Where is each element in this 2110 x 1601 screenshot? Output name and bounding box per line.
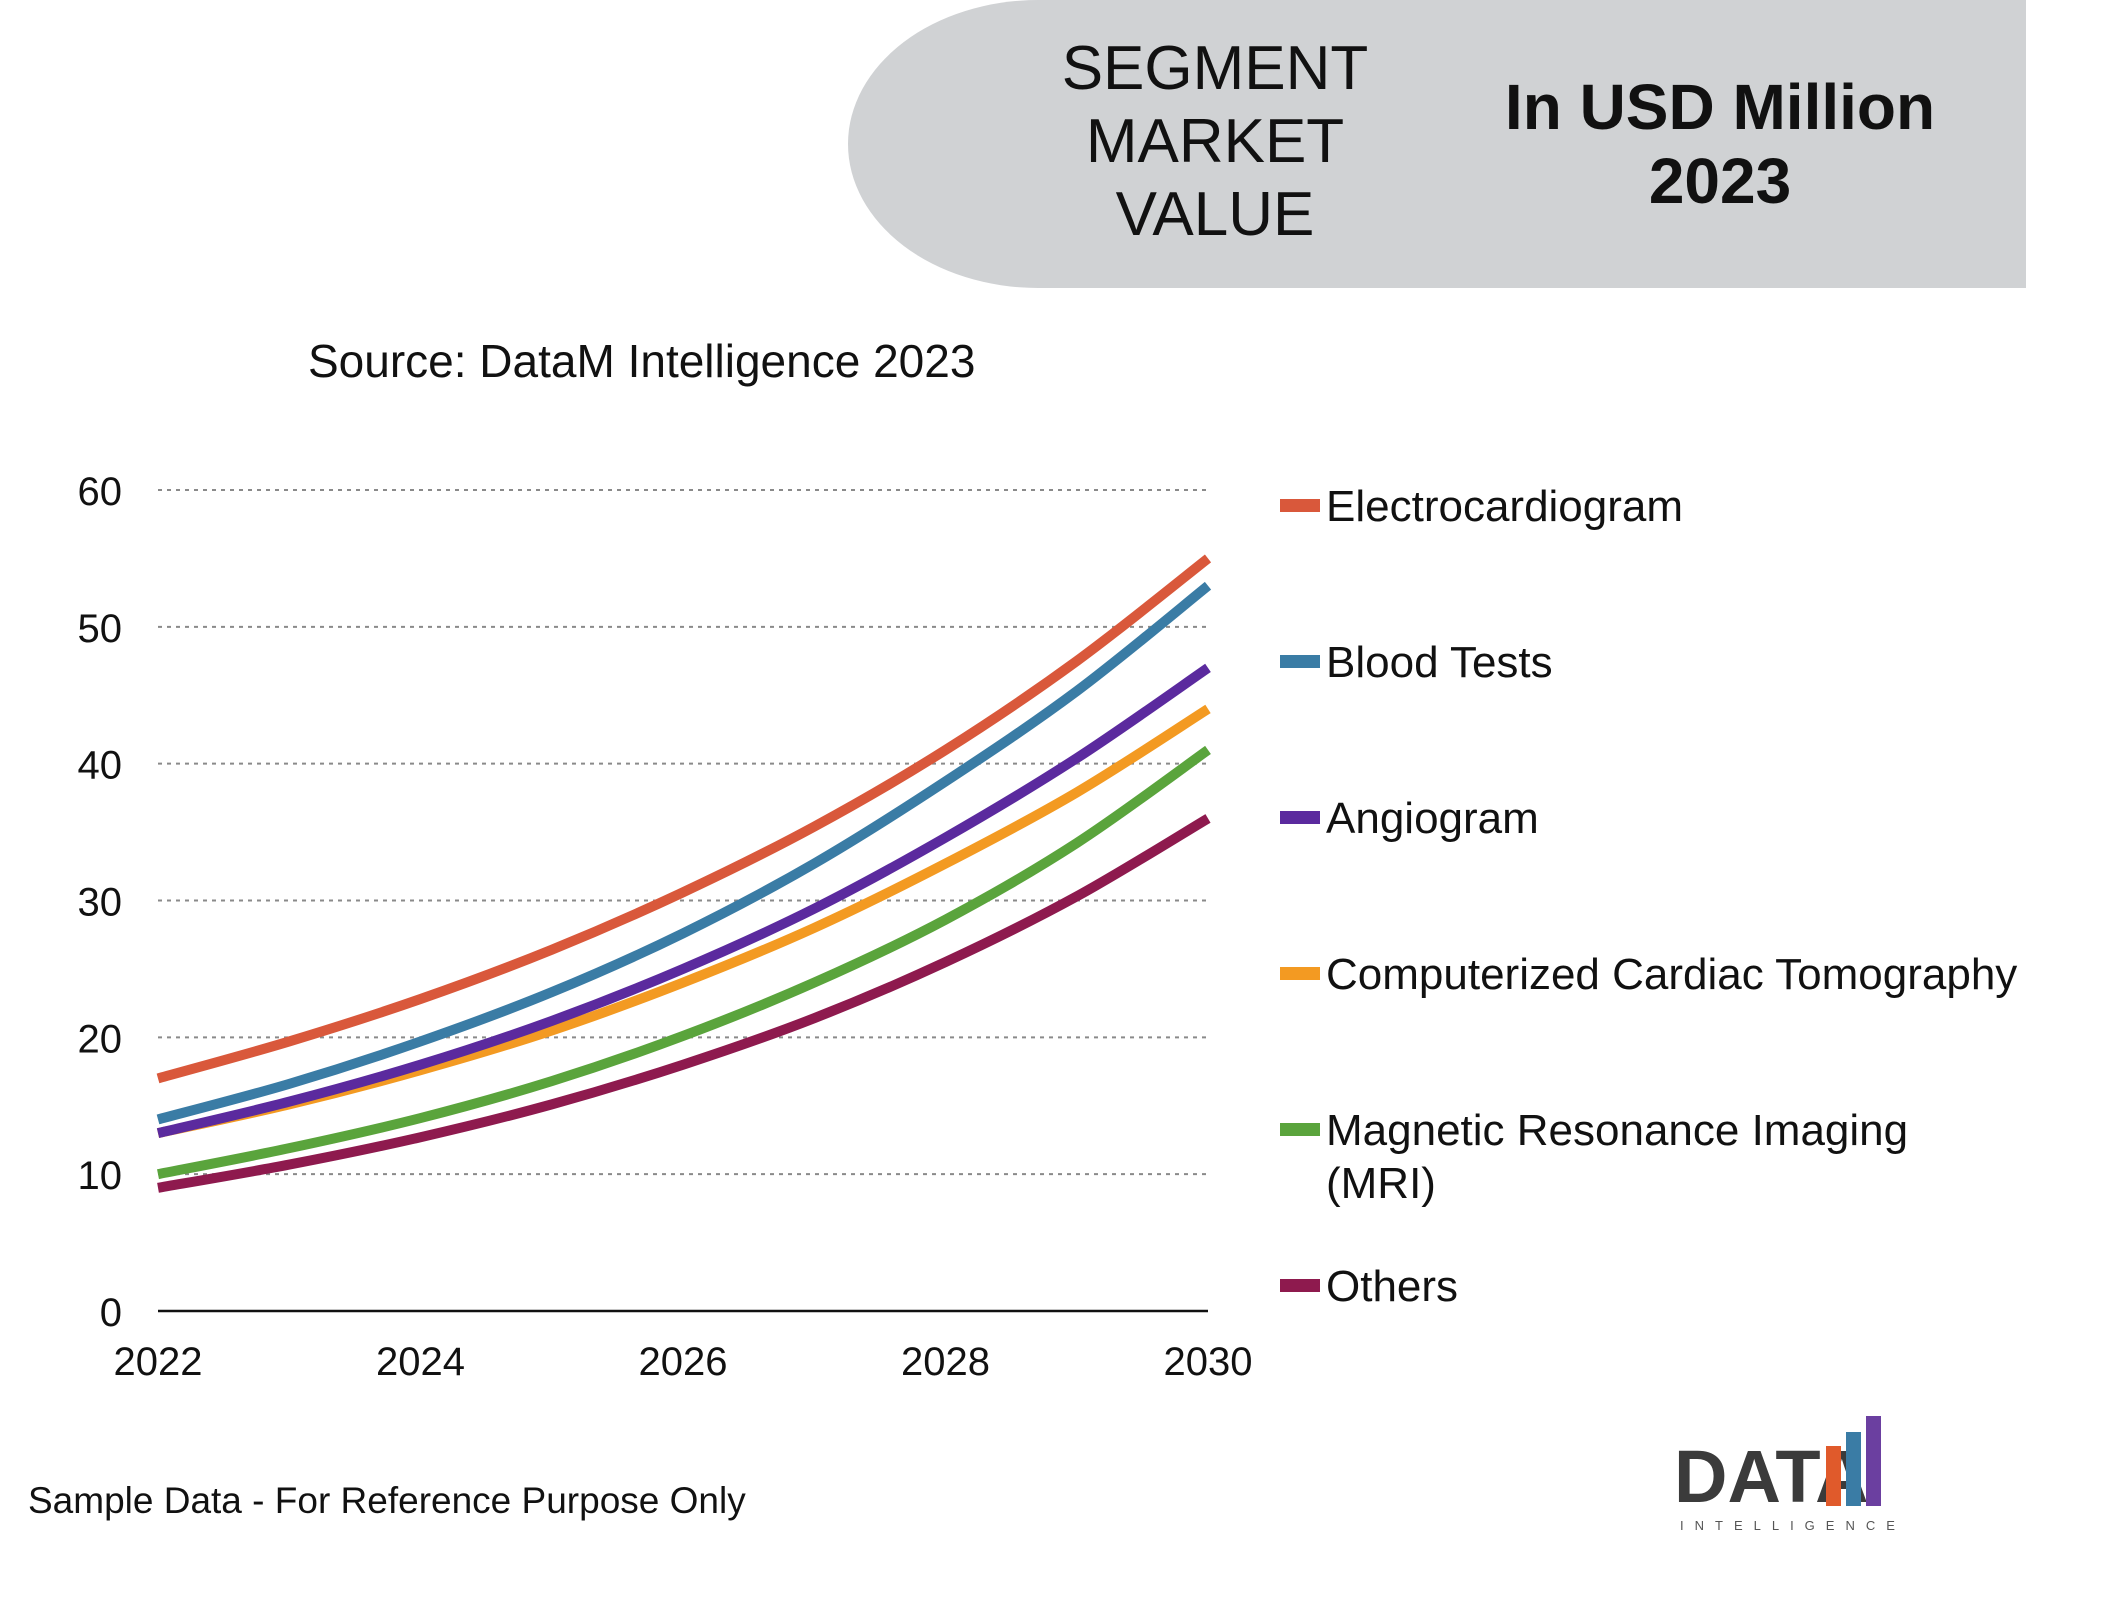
y-tick-label: 10 (78, 1154, 123, 1198)
series-line-magnetic-resonance-imaging-mri (157, 745, 1211, 1180)
y-tick-label: 50 (78, 607, 123, 651)
series-line-others (157, 814, 1211, 1193)
logo-bar (1846, 1432, 1861, 1506)
y-tick-label: 30 (78, 881, 123, 925)
x-tick-label: 2028 (901, 1340, 990, 1384)
legend-label: Magnetic Resonance Imaging (MRI) (1326, 1106, 1908, 1208)
legend-swatch (1280, 499, 1320, 512)
unit-label: In USD Million (1504, 71, 1936, 143)
gridlines (158, 489, 1208, 1176)
series-lines (156, 554, 1212, 1193)
y-tick-label: 60 (78, 470, 123, 514)
x-tick-label: 2026 (639, 1340, 728, 1384)
legend-swatch (1280, 1279, 1320, 1292)
legend-item: Electrocardiogram (1280, 482, 1683, 531)
legend-label: Electrocardiogram (1326, 482, 1683, 531)
series-line-electrocardiogram (156, 554, 1212, 1084)
legend-item: Others (1280, 1262, 1458, 1311)
disclaimer-note: Sample Data - For Reference Purpose Only (28, 1480, 746, 1521)
legend: Electrocardiogram Blood Tests Angiogram Com… (1280, 482, 2017, 1311)
x-tick-label: 2030 (1164, 1340, 1253, 1384)
x-tick-label: 2022 (114, 1340, 203, 1384)
unit-block: In USD Million 2023 (1440, 70, 2000, 218)
legend-label: Blood Tests (1326, 638, 1553, 687)
legend-swatch (1280, 967, 1320, 980)
legend-item: Computerized Cardiac Tomography (1280, 950, 2017, 999)
source-label: Source: DataM Intelligence 2023 (308, 335, 976, 387)
logo-bar (1866, 1416, 1881, 1506)
segment-title: SEGMENT MARKET VALUE (1061, 34, 1369, 249)
legend-swatch (1280, 655, 1320, 668)
logo-bar (1826, 1446, 1841, 1506)
legend-label: Angiogram (1326, 794, 1539, 843)
legend-item: Blood Tests (1280, 638, 1553, 687)
x-tick-label: 2024 (376, 1340, 465, 1384)
datam-intelligence-logo: DATA INTELLIGENCE (1674, 1416, 1898, 1533)
y-tick-label: 20 (78, 1017, 123, 1061)
y-tick-label: 40 (78, 744, 123, 788)
y-tick-label: 0 (100, 1291, 122, 1335)
legend-item: Angiogram (1280, 794, 1539, 843)
header-banner (848, 0, 2026, 288)
legend-swatch (1280, 1123, 1320, 1136)
legend-swatch (1280, 811, 1320, 824)
unit-year: 2023 (1648, 145, 1792, 217)
legend-label: Computerized Cardiac Tomography (1326, 950, 2017, 999)
series-line-blood-tests (156, 581, 1212, 1125)
legend-item: Magnetic Resonance Imaging (MRI) (1280, 1106, 1908, 1208)
series-line-angiogram (156, 663, 1211, 1138)
legend-label: Others (1326, 1262, 1458, 1311)
logo-tagline: INTELLIGENCE (1680, 1518, 1898, 1533)
